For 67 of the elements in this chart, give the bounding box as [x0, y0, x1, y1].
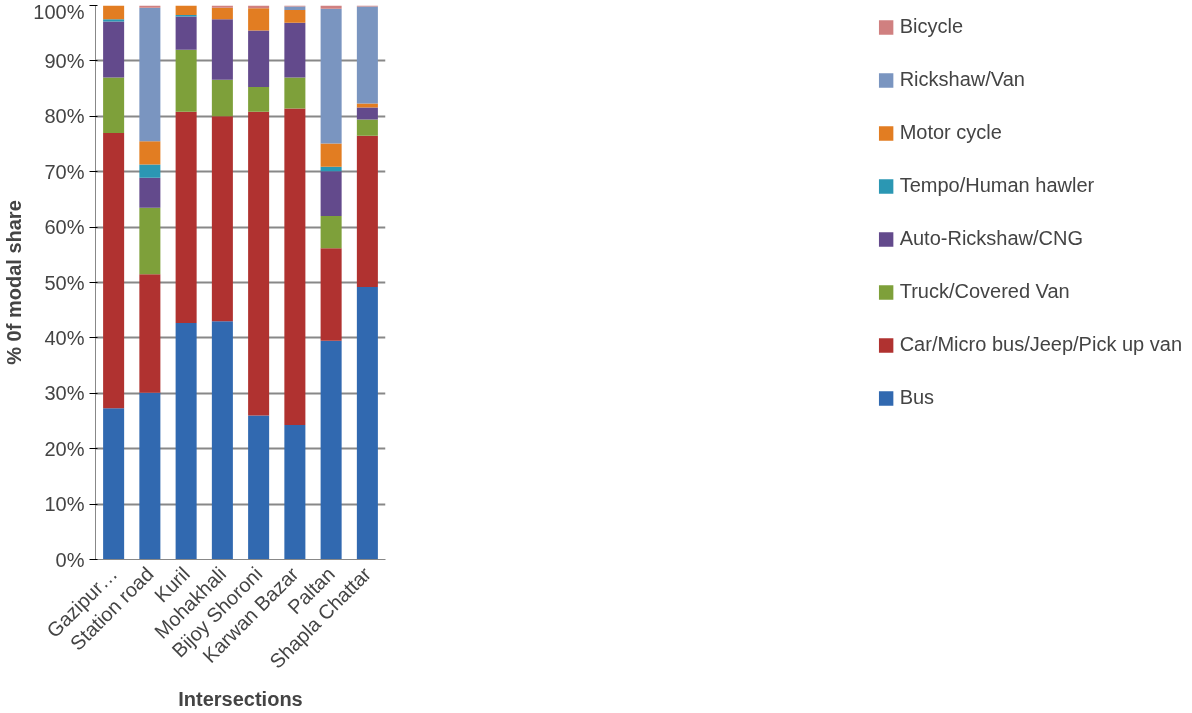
bar [103, 408, 125, 560]
y-tick-label: 80% [44, 105, 85, 128]
y-tick-label: 50% [44, 271, 85, 294]
bar [211, 321, 233, 560]
bar [211, 79, 233, 117]
bar [248, 415, 270, 560]
bar [320, 5, 342, 9]
bar [320, 8, 342, 144]
bar [139, 274, 161, 393]
bar [284, 108, 306, 425]
bar [103, 132, 125, 409]
bar [356, 135, 378, 287]
bar [139, 164, 161, 178]
bar [356, 107, 378, 120]
bar [284, 424, 306, 560]
bar [320, 166, 342, 172]
bar [211, 7, 233, 20]
bar [320, 143, 342, 167]
bar [320, 340, 342, 560]
bar [211, 116, 233, 322]
bar [175, 111, 197, 323]
legend-label: Auto-Rickshaw/CNG [899, 227, 1084, 250]
y-tick-label: 40% [44, 326, 85, 349]
y-tick-label: 60% [44, 216, 85, 239]
bar [284, 9, 306, 23]
bar [356, 286, 378, 560]
bar [139, 207, 161, 275]
legend-label: Motor cycle [899, 121, 1002, 144]
bar [103, 77, 125, 133]
bar [248, 86, 270, 112]
bar [139, 7, 161, 142]
bar [320, 216, 342, 249]
bar [103, 5, 125, 20]
bar [139, 392, 161, 560]
bar [103, 21, 125, 78]
legend-label: Bicycle [899, 15, 964, 38]
legend-label: Truck/Covered Van [899, 280, 1070, 303]
bar [248, 111, 270, 416]
bar [320, 171, 342, 217]
bar [175, 16, 197, 50]
bar [284, 77, 306, 109]
bar [211, 19, 233, 80]
y-tick-label: 20% [44, 437, 85, 460]
y-axis-title: % 0f modal share [3, 200, 26, 365]
bar [248, 30, 270, 87]
bar [175, 49, 197, 112]
bar [248, 8, 270, 31]
bar [356, 119, 378, 136]
legend-label: Bus [899, 386, 935, 409]
bar [320, 248, 342, 341]
y-tick-label: 70% [44, 160, 85, 183]
legend-label: Tempo/Human hawler [899, 174, 1095, 197]
bar [175, 5, 197, 15]
y-tick-label: 90% [44, 49, 85, 72]
legend-label: Rickshaw/Van [899, 68, 1025, 91]
y-tick-label: 30% [44, 382, 85, 405]
bar [175, 322, 197, 560]
legend-label: Car/Micro bus/Jeep/Pick up van [899, 333, 1182, 356]
bar [284, 22, 306, 78]
bar [139, 177, 161, 208]
y-tick-label: 10% [44, 493, 85, 516]
y-tick-label: 100% [33, 0, 85, 23]
y-tick-label: 0% [55, 548, 85, 571]
x-axis-title: Intersections [178, 688, 303, 711]
bar [139, 141, 161, 165]
bar [356, 6, 378, 104]
bar [103, 19, 125, 22]
